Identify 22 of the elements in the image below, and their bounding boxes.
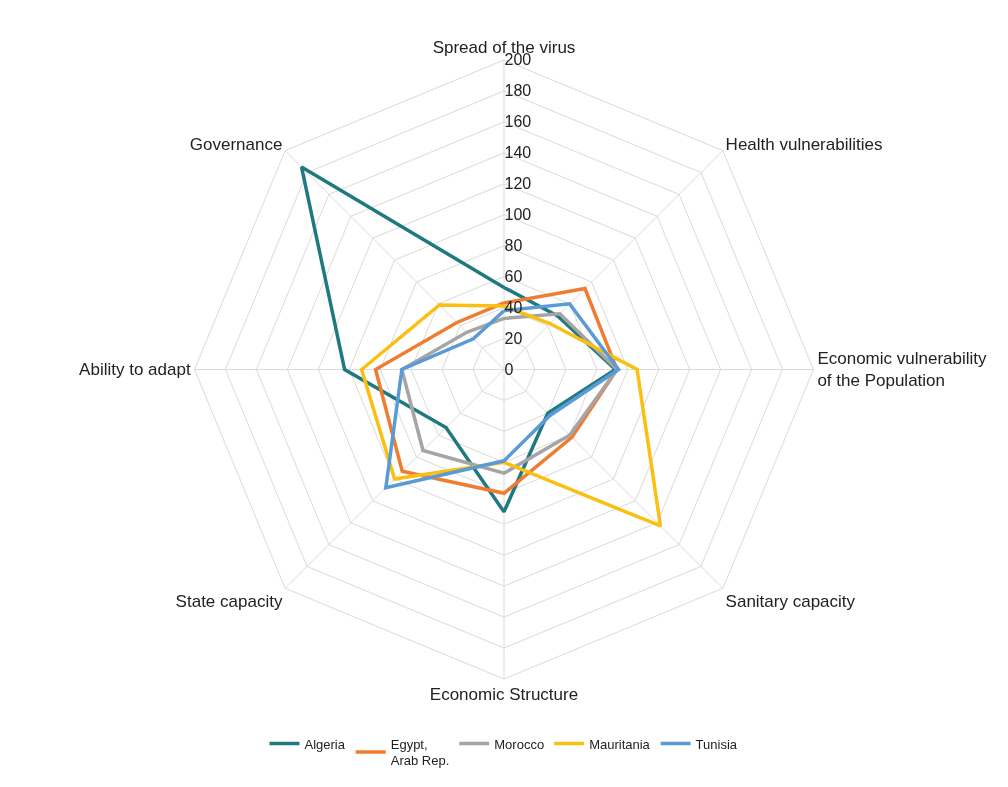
- y-tick-label: 160: [504, 113, 532, 131]
- y-tick-label: 120: [504, 175, 532, 192]
- spoke-label: Economic Structure: [429, 684, 579, 704]
- legend-label: Tunisia: [695, 736, 738, 752]
- y-tick-label: 40: [504, 298, 523, 316]
- y-tick-label: 60: [504, 267, 523, 285]
- legend-label: Mauritania: [589, 736, 651, 752]
- y-tick-label: 140: [504, 144, 532, 162]
- spoke-label: Sanitary capacity: [725, 592, 856, 612]
- legend-label: Algeria: [304, 736, 346, 752]
- spoke-label: Health vulnerabilities: [725, 134, 883, 154]
- spoke-label: State capacity: [175, 592, 283, 612]
- legend-label: Morocco: [494, 736, 545, 752]
- legend-label: Egypt, Arab Rep.: [390, 736, 450, 769]
- spoke-label: Ability to adapt: [79, 360, 191, 380]
- spoke-label: Governance: [189, 134, 283, 154]
- y-tick-label: 20: [504, 329, 523, 347]
- y-tick-label: 80: [504, 236, 523, 254]
- spoke-label: Economic vulnerability of the Population: [817, 349, 988, 391]
- y-tick-label: 100: [504, 205, 532, 223]
- y-tick-label: 0: [504, 360, 514, 378]
- y-tick-label: 180: [504, 82, 532, 100]
